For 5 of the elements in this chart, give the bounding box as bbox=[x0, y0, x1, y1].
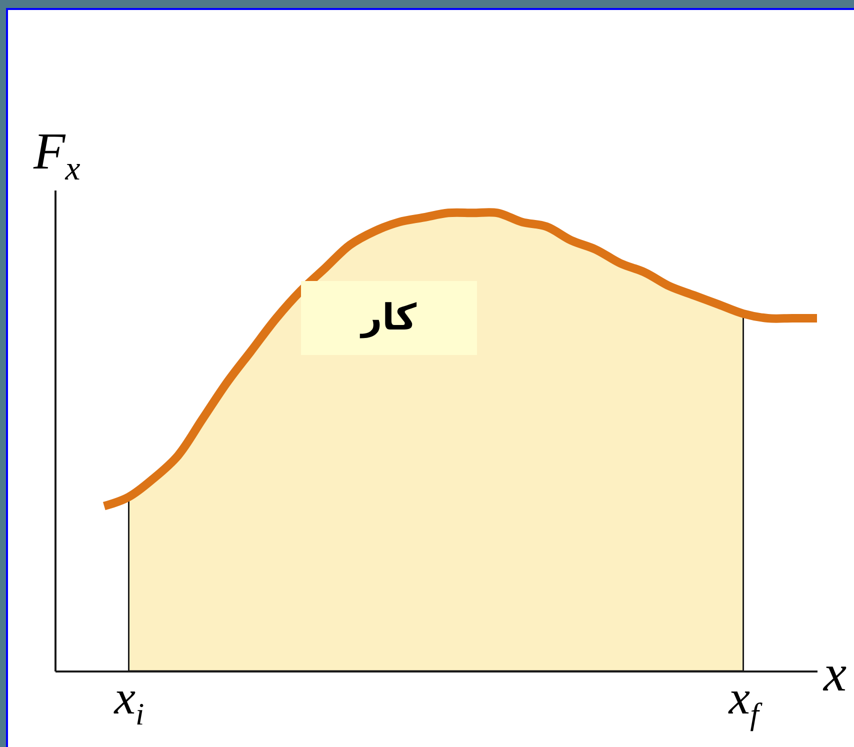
y-axis-title: F$_{x}$ bbox=[32, 124, 80, 188]
annotation: کار bbox=[361, 297, 417, 338]
x-tick-label: x$_{i}$ bbox=[113, 672, 144, 732]
x-axis-title: x bbox=[822, 646, 847, 702]
x-tick-label: x$_{f}$ bbox=[728, 672, 764, 732]
